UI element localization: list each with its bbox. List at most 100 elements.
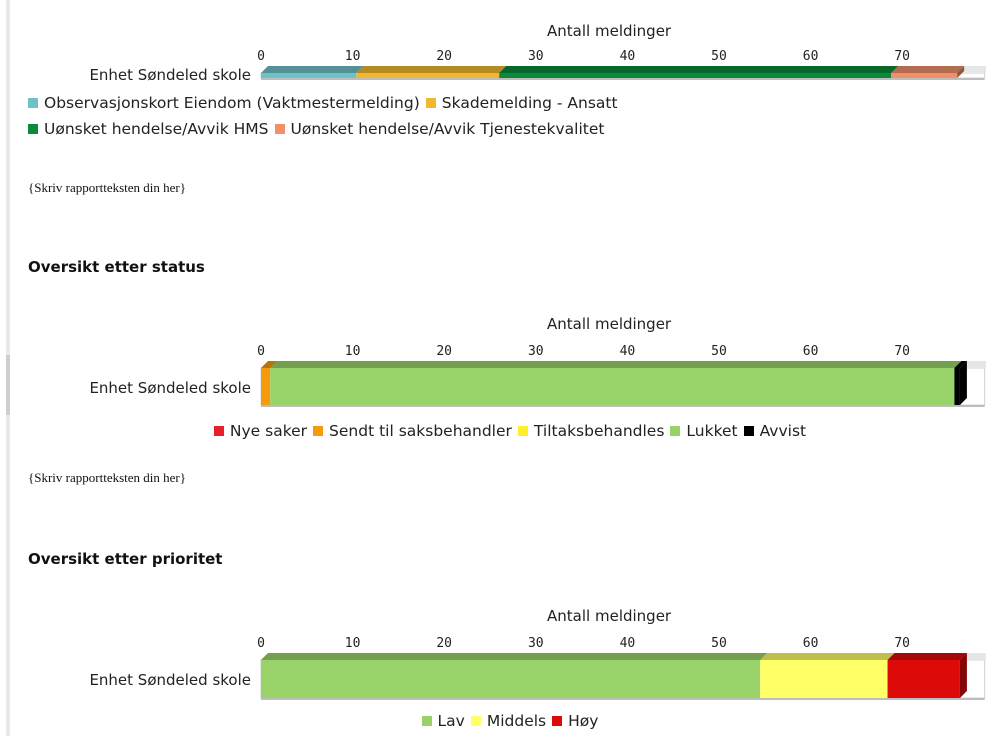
tick-label: 0 bbox=[257, 344, 265, 359]
legend-item-lav: Lav bbox=[421, 712, 465, 730]
legend-swatch bbox=[213, 426, 224, 436]
legend-item-avvik-hms: Uønsket hendelse/Avvik HMS bbox=[28, 120, 269, 138]
bar-segment-top bbox=[261, 653, 768, 660]
bar-side bbox=[957, 66, 965, 78]
category-label: Enhet Søndeled skole bbox=[89, 671, 251, 689]
legend-row-status: Nye saker Sendt til saksbehandler Tiltak… bbox=[0, 418, 986, 444]
bar-segment bbox=[887, 660, 960, 698]
report-text-1[interactable]: {Skriv rapportteksten din her} bbox=[28, 180, 186, 195]
tick-label: 70 bbox=[894, 49, 910, 64]
bar-segment bbox=[356, 73, 500, 78]
tick-label: 70 bbox=[894, 344, 910, 359]
tick-label: 50 bbox=[711, 636, 727, 651]
tick-label: 30 bbox=[528, 344, 544, 359]
legend-label: Uønsket hendelse/Avvik Tjenestekvalitet bbox=[290, 120, 605, 138]
tick-label: 20 bbox=[436, 49, 452, 64]
bar-segment-top bbox=[954, 361, 967, 368]
legend-swatch bbox=[313, 426, 324, 436]
axis-title: Antall meldinger bbox=[547, 607, 672, 625]
legend-row-priority: Lav Middels Høy bbox=[0, 708, 986, 734]
tick-label: 10 bbox=[345, 636, 361, 651]
report-text-2[interactable]: {Skriv rapportteksten din her} bbox=[28, 470, 186, 485]
heading-priority: Oversikt etter prioritet bbox=[28, 550, 223, 568]
legend-by-priority: Lav Middels Høy bbox=[0, 708, 986, 734]
legend-item-nye-saker: Nye saker bbox=[213, 422, 308, 440]
category-label: Enhet Søndeled skole bbox=[89, 379, 251, 397]
tick-label: 60 bbox=[803, 344, 819, 359]
legend-label: Uønsket hendelse/Avvik HMS bbox=[44, 120, 269, 138]
tick-label: 30 bbox=[528, 636, 544, 651]
legend-row-2: Uønsket hendelse/Avvik HMS Uønsket hende… bbox=[28, 116, 986, 142]
tick-label: 0 bbox=[257, 49, 265, 64]
bar-side bbox=[959, 653, 967, 698]
left-scrollbar-thumb[interactable] bbox=[6, 355, 10, 415]
bar-segment bbox=[954, 368, 960, 405]
bar-segment-top bbox=[270, 361, 962, 368]
legend-row-1: Observasjonskort Eiendom (Vaktmestermeld… bbox=[28, 90, 986, 116]
bar-segment bbox=[261, 368, 271, 405]
bar-segment-top bbox=[261, 66, 364, 73]
legend-swatch bbox=[552, 716, 563, 726]
legend-label: Middels bbox=[486, 712, 547, 730]
legend-swatch bbox=[670, 426, 681, 436]
bar-segment-top bbox=[499, 66, 899, 73]
legend-swatch bbox=[421, 716, 432, 726]
axis-title: Antall meldinger bbox=[547, 315, 672, 333]
legend-swatch bbox=[517, 426, 528, 436]
chart-by-status: Antall meldinger 0 10 20 30 40 50 60 70 Enhet Søn… bbox=[0, 308, 986, 418]
legend-swatch bbox=[274, 124, 285, 134]
chart-by-type-svg: Antall meldinger 0 10 20 30 40 50 60 70 Enhet Søn… bbox=[89, 22, 986, 84]
bar-segment bbox=[760, 660, 888, 698]
legend-label: Lukket bbox=[686, 422, 738, 440]
chart-by-priority: Antall meldinger 0 10 20 30 40 50 60 70 Enhet Søn… bbox=[0, 600, 986, 708]
tick-label: 30 bbox=[528, 49, 544, 64]
legend-item-hoy: Høy bbox=[552, 712, 598, 730]
tick-label: 10 bbox=[345, 49, 361, 64]
tick-label: 40 bbox=[620, 344, 636, 359]
bar-segment bbox=[261, 73, 357, 78]
category-label: Enhet Søndeled skole bbox=[89, 66, 251, 84]
bar-segment-top bbox=[356, 66, 507, 73]
tick-label: 40 bbox=[620, 636, 636, 651]
tick-label: 20 bbox=[436, 636, 452, 651]
axis-title: Antall meldinger bbox=[547, 22, 672, 40]
legend-label: Avvist bbox=[759, 422, 807, 440]
legend-item-avvist: Avvist bbox=[743, 422, 807, 440]
bar-segment bbox=[261, 660, 761, 698]
bar-side bbox=[959, 361, 967, 405]
legend-item-lukket: Lukket bbox=[670, 422, 738, 440]
legend-label: Høy bbox=[568, 712, 599, 730]
tick-label: 10 bbox=[345, 344, 361, 359]
bar-segment-top bbox=[261, 361, 278, 368]
legend-label: Lav bbox=[437, 712, 465, 730]
tick-label: 0 bbox=[257, 636, 265, 651]
tick-label: 50 bbox=[711, 49, 727, 64]
bar-segment bbox=[270, 368, 955, 405]
tick-label: 40 bbox=[620, 49, 636, 64]
legend-label: Skademelding - Ansatt bbox=[441, 94, 618, 112]
legend-by-type: Observasjonskort Eiendom (Vaktmestermeld… bbox=[0, 90, 986, 142]
legend-swatch bbox=[743, 426, 754, 436]
legend-label: Sendt til saksbehandler bbox=[329, 422, 512, 440]
legend-label: Observasjonskort Eiendom (Vaktmestermeld… bbox=[44, 94, 420, 112]
legend-label: Nye saker bbox=[229, 422, 308, 440]
bar-segment bbox=[499, 73, 892, 78]
chart-by-type: Antall meldinger 0 10 20 30 40 50 60 70 Enhet Søn… bbox=[0, 0, 986, 92]
tick-label: 60 bbox=[803, 49, 819, 64]
bar-segment-top bbox=[891, 66, 965, 73]
heading-status: Oversikt etter status bbox=[28, 258, 205, 276]
legend-label: Tiltaksbehandles bbox=[533, 422, 665, 440]
legend-swatch bbox=[470, 716, 481, 726]
legend-swatch bbox=[28, 124, 38, 134]
legend-swatch bbox=[425, 98, 436, 108]
legend-item-tiltaksbehandles: Tiltaksbehandles bbox=[517, 422, 665, 440]
tick-label: 60 bbox=[803, 636, 819, 651]
tick-label: 70 bbox=[894, 636, 910, 651]
chart-by-priority-svg: Antall meldinger 0 10 20 30 40 50 60 70 Enhet Søn… bbox=[89, 607, 986, 700]
bar-segment-top bbox=[760, 653, 895, 660]
bar-segment-top bbox=[887, 653, 967, 660]
legend-item-middels: Middels bbox=[470, 712, 547, 730]
chart-by-status-svg: Antall meldinger 0 10 20 30 40 50 60 70 Enhet Søn… bbox=[89, 315, 986, 407]
tick-label: 50 bbox=[711, 344, 727, 359]
bar-segment bbox=[891, 73, 958, 78]
